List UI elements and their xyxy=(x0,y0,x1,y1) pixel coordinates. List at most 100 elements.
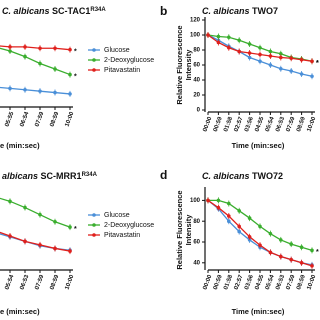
data-point xyxy=(258,45,262,50)
x-tick-label: 08:59 xyxy=(49,274,60,291)
data-point xyxy=(289,257,294,262)
data-point xyxy=(299,245,304,249)
series-line xyxy=(0,197,71,228)
x-tick-label: 06:54 xyxy=(19,111,30,128)
x-tick-label: 01:58 xyxy=(223,116,234,133)
data-point xyxy=(247,51,252,55)
data-point xyxy=(227,201,231,206)
data-point xyxy=(38,61,42,66)
x-axis-label: e (min:sec) xyxy=(0,141,40,150)
y-tick-label: 100 xyxy=(190,198,201,204)
x-tick-label: 05:55 xyxy=(4,111,15,128)
data-point xyxy=(279,66,283,71)
data-point xyxy=(68,47,72,52)
data-point xyxy=(38,89,42,93)
x-tick-label: 03:56 xyxy=(244,274,255,291)
x-tick-label: 07:59 xyxy=(286,274,297,291)
annotation: * xyxy=(316,249,319,256)
data-point xyxy=(237,49,241,54)
y-tick-label: 20 xyxy=(193,93,200,99)
title-species: C. albicans xyxy=(2,6,50,16)
x-tick-label: 05:54 xyxy=(4,274,15,291)
y-tick-label: 120 xyxy=(190,18,201,24)
data-point xyxy=(23,239,27,244)
x-tick-label: 04:55 xyxy=(254,274,265,291)
legend-label: Pitavastatin xyxy=(104,67,140,74)
x-tick-label: 03:56 xyxy=(244,116,255,133)
data-point xyxy=(268,63,273,67)
y-axis-label-line: Intensity xyxy=(184,49,193,81)
chart-title: C. albicans SC-TAC1R34A xyxy=(2,6,106,16)
x-tick-label: 00:59 xyxy=(213,274,224,291)
x-tick-label: 05:54 xyxy=(265,116,276,133)
title-superscript: R34A xyxy=(90,7,106,13)
data-point xyxy=(206,198,210,203)
legend-marker xyxy=(92,223,96,227)
data-point xyxy=(53,90,57,95)
data-point xyxy=(216,198,221,203)
data-point xyxy=(247,235,252,239)
title-species: C. albicans xyxy=(202,171,250,181)
series-line xyxy=(207,199,313,267)
legend-marker xyxy=(92,233,96,237)
legend-label: Pitavastatin xyxy=(104,232,140,239)
y-axis-label: Relative FluorescenceIntensity xyxy=(175,190,193,269)
data-point xyxy=(237,229,241,234)
data-point xyxy=(227,219,231,223)
x-tick-label: 06:53 xyxy=(275,274,286,291)
data-point xyxy=(38,46,42,51)
data-point xyxy=(216,40,221,45)
x-tick-label: 08:59 xyxy=(296,274,307,291)
data-point xyxy=(227,45,231,50)
data-point xyxy=(23,87,27,92)
data-point xyxy=(8,49,12,53)
data-point xyxy=(310,248,314,253)
series-line xyxy=(0,45,71,51)
data-point xyxy=(38,212,42,217)
data-point xyxy=(237,209,241,213)
y-tick-label: 60 xyxy=(193,240,200,246)
annotation: * xyxy=(74,49,77,56)
data-point xyxy=(258,59,262,64)
data-point xyxy=(268,54,273,58)
annotation: * xyxy=(316,60,319,67)
chart-title: C. albicans TWO72 xyxy=(202,171,283,181)
data-point xyxy=(8,86,12,91)
x-tick-label: 04:55 xyxy=(0,274,1,291)
y-tick-label: 80 xyxy=(193,48,200,54)
data-point xyxy=(237,224,241,229)
y-tick-label: 40 xyxy=(193,78,200,84)
x-tick-label: 10:00 xyxy=(306,116,317,133)
data-point xyxy=(206,33,210,37)
data-point xyxy=(53,219,57,224)
x-tick-label: 02:57 xyxy=(234,274,245,291)
title-strain: SC-TAC1 xyxy=(52,6,90,16)
x-tick-label: 00:00 xyxy=(202,274,213,291)
data-point xyxy=(227,214,231,218)
data-point xyxy=(258,243,262,247)
title-superscript: R34A xyxy=(82,172,98,178)
x-tick-label: 10:00 xyxy=(64,111,75,128)
chart-title: C. albicans TWO7 xyxy=(202,6,278,16)
data-point xyxy=(247,55,252,60)
data-point xyxy=(268,231,273,236)
data-point xyxy=(53,46,57,51)
series-line xyxy=(0,231,71,252)
y-tick-label: 80 xyxy=(193,219,200,225)
data-point xyxy=(23,45,27,49)
annotation: * xyxy=(74,73,77,80)
data-point xyxy=(237,38,241,43)
title-strain: SC-MRR1 xyxy=(41,171,82,181)
data-point xyxy=(68,72,72,77)
data-point xyxy=(68,92,72,96)
x-tick-label: 00:00 xyxy=(202,116,213,133)
series-line xyxy=(207,199,313,266)
data-point xyxy=(247,42,252,46)
data-point xyxy=(289,56,294,61)
data-point xyxy=(247,216,252,220)
annotation: * xyxy=(74,226,77,233)
x-tick-label: 10:00 xyxy=(64,274,75,291)
x-tick-label: 08:59 xyxy=(296,116,307,133)
x-tick-label: 07:59 xyxy=(34,111,45,128)
